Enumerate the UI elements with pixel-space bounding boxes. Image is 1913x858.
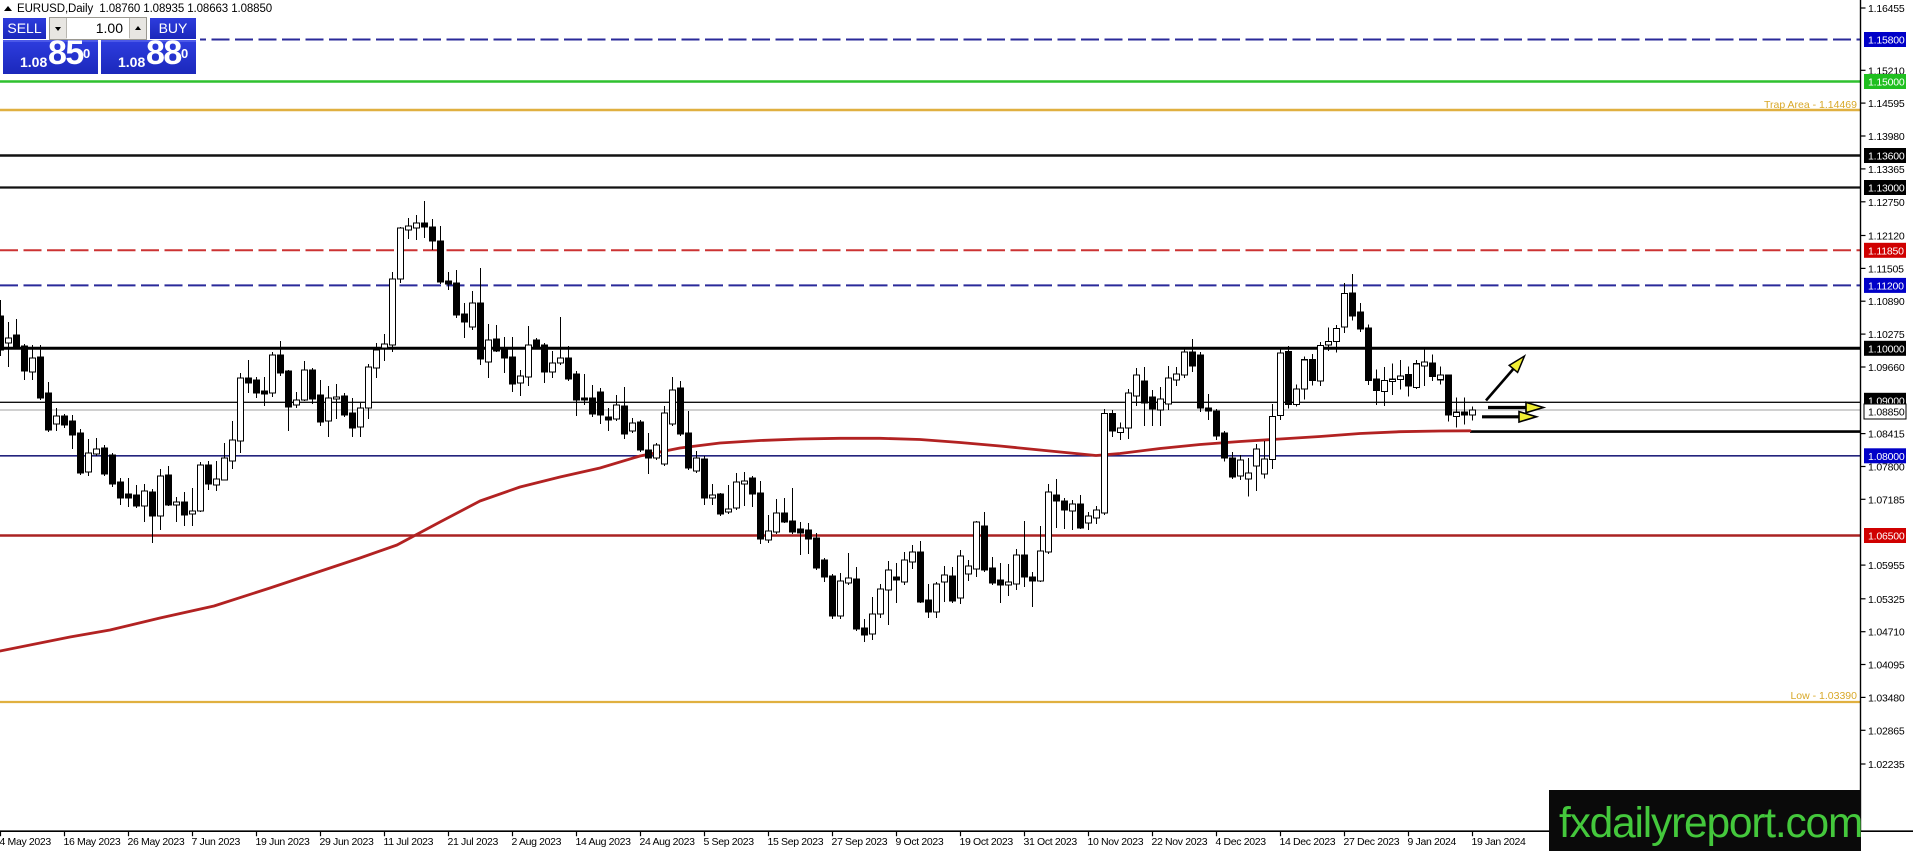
svg-text:27 Sep 2023: 27 Sep 2023 [832,836,888,848]
svg-text:1.07800: 1.07800 [1868,462,1905,474]
svg-text:15 Sep 2023: 15 Sep 2023 [768,836,824,848]
svg-text:1.03480: 1.03480 [1868,692,1905,704]
svg-text:1.12120: 1.12120 [1868,231,1905,243]
svg-text:11 Jul 2023: 11 Jul 2023 [384,836,434,848]
svg-text:22 Nov 2023: 22 Nov 2023 [1152,836,1208,848]
svg-text:27 Dec 2023: 27 Dec 2023 [1344,836,1400,848]
svg-text:21 Jul 2023: 21 Jul 2023 [448,836,499,848]
svg-text:1.05955: 1.05955 [1868,560,1905,572]
svg-text:1.02865: 1.02865 [1868,725,1905,737]
svg-text:9 Oct 2023: 9 Oct 2023 [896,836,944,848]
svg-text:1.11850: 1.11850 [1868,245,1904,257]
svg-text:4 May 2023: 4 May 2023 [0,836,51,848]
svg-text:1.02235: 1.02235 [1868,759,1905,771]
svg-text:16 May 2023: 16 May 2023 [64,836,121,848]
svg-text:1.07185: 1.07185 [1868,494,1905,506]
svg-text:19 Jan 2024: 19 Jan 2024 [1472,836,1526,848]
svg-text:14 Dec 2023: 14 Dec 2023 [1280,836,1336,848]
svg-text:1.06500: 1.06500 [1868,531,1905,543]
svg-text:24 Aug 2023: 24 Aug 2023 [640,836,696,848]
svg-text:4 Dec 2023: 4 Dec 2023 [1216,836,1267,848]
svg-text:1.08850: 1.08850 [1868,407,1905,419]
svg-text:1.15000: 1.15000 [1868,77,1905,89]
svg-text:1.15800: 1.15800 [1868,35,1905,47]
svg-text:14 Aug 2023: 14 Aug 2023 [576,836,632,848]
svg-text:2 Aug 2023: 2 Aug 2023 [512,836,562,848]
svg-text:9 Jan 2024: 9 Jan 2024 [1408,836,1457,848]
svg-text:26 May 2023: 26 May 2023 [128,836,185,848]
svg-text:1.08000: 1.08000 [1868,451,1905,463]
svg-text:31 Oct 2023: 31 Oct 2023 [1024,836,1078,848]
svg-text:7 Jun 2023: 7 Jun 2023 [192,836,241,848]
svg-text:1.04095: 1.04095 [1868,660,1905,672]
svg-text:1.12750: 1.12750 [1868,197,1905,209]
svg-text:1.13365: 1.13365 [1868,164,1905,176]
svg-text:19 Jun 2023: 19 Jun 2023 [256,836,310,848]
svg-text:1.14595: 1.14595 [1868,98,1905,110]
svg-text:1.11505: 1.11505 [1868,263,1904,275]
svg-text:1.10275: 1.10275 [1868,329,1905,341]
svg-text:1.09660: 1.09660 [1868,362,1905,374]
svg-text:1.10890: 1.10890 [1868,296,1905,308]
svg-text:1.11200: 1.11200 [1868,280,1904,292]
svg-text:5 Sep 2023: 5 Sep 2023 [704,836,755,848]
svg-text:1.13980: 1.13980 [1868,131,1905,143]
svg-text:1.13000: 1.13000 [1868,183,1905,195]
svg-text:10 Nov 2023: 10 Nov 2023 [1088,836,1144,848]
svg-text:1.10000: 1.10000 [1868,343,1905,355]
svg-text:1.08415: 1.08415 [1868,429,1905,441]
svg-text:1.04710: 1.04710 [1868,627,1905,639]
svg-text:Trap Area - 1.14469: Trap Area - 1.14469 [1764,99,1857,111]
svg-text:29 Jun 2023: 29 Jun 2023 [320,836,374,848]
svg-text:19 Oct 2023: 19 Oct 2023 [960,836,1014,848]
svg-text:1.13600: 1.13600 [1868,151,1905,163]
svg-text:Low - 1.03390: Low - 1.03390 [1790,690,1857,702]
svg-text:1.16455: 1.16455 [1868,3,1905,15]
svg-text:1.05325: 1.05325 [1868,594,1905,606]
